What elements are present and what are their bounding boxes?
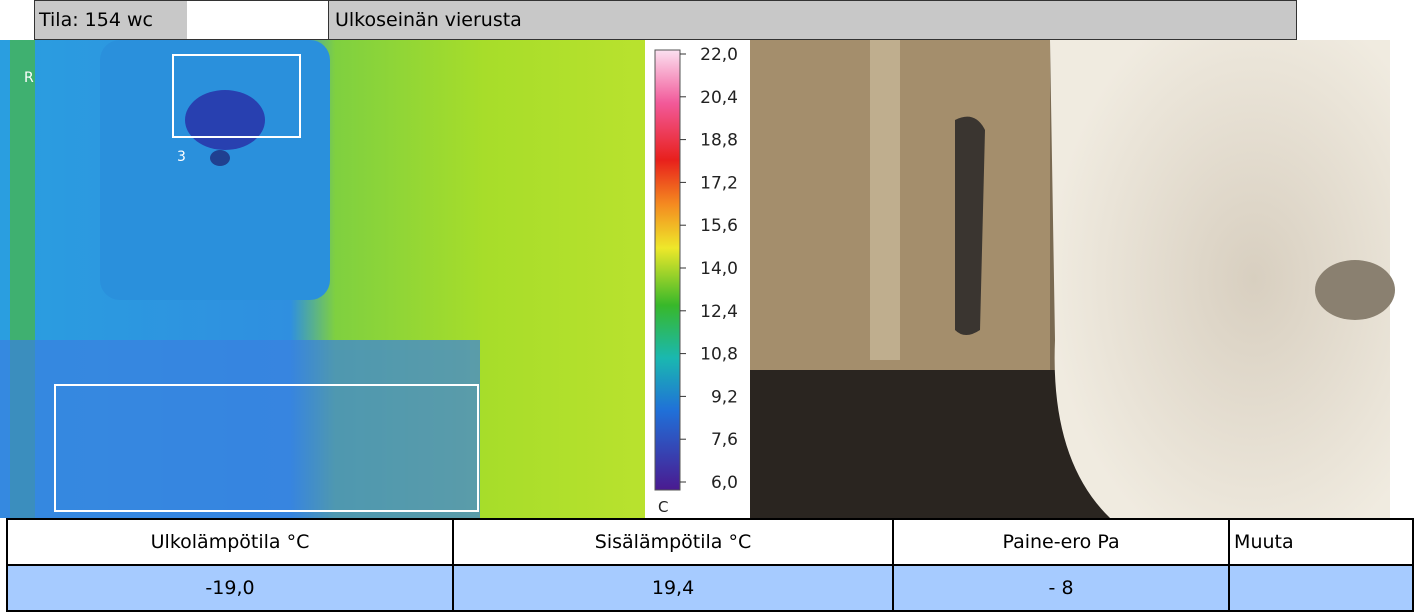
page: Tila: 154 wc Ulkoseinän vierusta R 3 22,… bbox=[0, 0, 1414, 614]
scale-tick-label: 17,2 bbox=[700, 173, 738, 193]
info-table: Ulkolämpötila °C Sisälämpötila °C Paine-… bbox=[6, 518, 1414, 612]
title: Ulkoseinän vierusta bbox=[328, 0, 1297, 40]
scale-unit: C bbox=[658, 498, 668, 516]
header-cell: Paine-ero Pa bbox=[893, 519, 1229, 565]
value-cell: - 8 bbox=[893, 565, 1229, 611]
scale-tick-label: 15,6 bbox=[700, 216, 738, 236]
scale-tick-label: 9,2 bbox=[711, 387, 738, 407]
scale-tick-label: 20,4 bbox=[700, 88, 738, 108]
thermal-image: R 3 bbox=[0, 40, 645, 518]
images: R 3 22,0 20,4 18,8 17,2 15,6 14,0 12,4 10,8 9,2 7… bbox=[0, 40, 1414, 518]
scale-tick-label: 22,0 bbox=[700, 45, 738, 65]
title-text: Ulkoseinän vierusta bbox=[335, 9, 522, 31]
scale-tick-label: 14,0 bbox=[700, 259, 738, 279]
value-cell: 19,4 bbox=[453, 565, 893, 611]
photo bbox=[750, 40, 1395, 518]
scale-tick-label: 10,8 bbox=[700, 345, 738, 365]
room-label-text: Tila: 154 wc bbox=[39, 9, 153, 31]
scale-tick-label: 18,8 bbox=[700, 131, 738, 151]
header-cell: Muuta bbox=[1229, 519, 1413, 565]
scale-tick-label: 7,6 bbox=[711, 430, 738, 450]
header-cell: Ulkolämpötila °C bbox=[7, 519, 453, 565]
header-row: Ulkolämpötila °C Sisälämpötila °C Paine-… bbox=[7, 519, 1413, 565]
color-scale: 22,0 20,4 18,8 17,2 15,6 14,0 12,4 10,8 9,2 7,6 6,… bbox=[648, 40, 750, 518]
value-cell: -19,0 bbox=[7, 565, 453, 611]
marker: R bbox=[24, 70, 34, 86]
scale-tick-label: 6,0 bbox=[711, 473, 738, 493]
value-row: -19,0 19,4 - 8 bbox=[7, 565, 1413, 611]
marker: 3 bbox=[177, 149, 186, 165]
value-cell bbox=[1229, 565, 1413, 611]
header-cell: Sisälämpötila °C bbox=[453, 519, 893, 565]
room-label: Tila: 154 wc bbox=[34, 0, 329, 40]
scale-tick-label: 12,4 bbox=[700, 302, 738, 322]
